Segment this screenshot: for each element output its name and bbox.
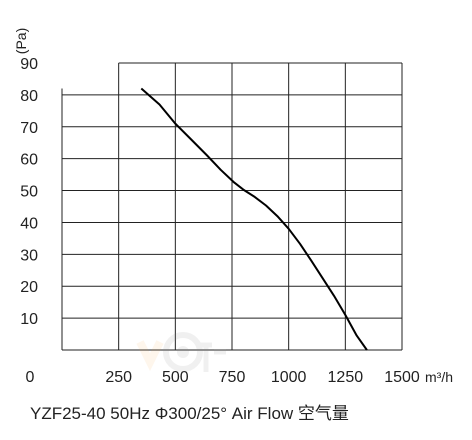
y-tick-label: 20 xyxy=(20,279,38,296)
x-tick-label: 750 xyxy=(219,369,246,386)
y-tick-label: 30 xyxy=(20,247,38,264)
watermark-mark-orange xyxy=(136,340,164,371)
gear-icon xyxy=(163,332,203,372)
chart-caption: YZF25-40 50Hz Φ300/25° Air Flow 空气量 xyxy=(30,404,349,423)
chart-grid xyxy=(61,62,403,351)
x-tick-labels: 0 250 500 750 1000 1250 1500 xyxy=(26,369,420,386)
watermark-mark-gray xyxy=(200,342,226,372)
y-tick-label: 90 xyxy=(20,56,38,73)
x-axis-unit: m³/h xyxy=(425,369,453,385)
x-tick-label: 250 xyxy=(105,369,132,386)
series-line xyxy=(140,87,368,351)
y-tick-label: 50 xyxy=(20,184,38,201)
y-tick-label: 70 xyxy=(20,120,38,137)
x-tick-label: 1250 xyxy=(328,369,364,386)
x-tick-label: 0 xyxy=(26,369,35,386)
y-tick-label: 80 xyxy=(20,88,38,105)
y-axis-unit: (Pa) xyxy=(13,28,29,54)
y-tick-label: 40 xyxy=(20,215,38,232)
y-tick-label: 10 xyxy=(20,311,38,328)
y-tick-labels: 10 20 30 40 50 60 70 80 90 xyxy=(20,56,38,328)
chart-series xyxy=(140,87,368,351)
y-tick-label: 60 xyxy=(20,152,38,169)
x-tick-label: 500 xyxy=(162,369,189,386)
x-tick-label: 1500 xyxy=(384,369,420,386)
x-tick-label: 1000 xyxy=(271,369,307,386)
